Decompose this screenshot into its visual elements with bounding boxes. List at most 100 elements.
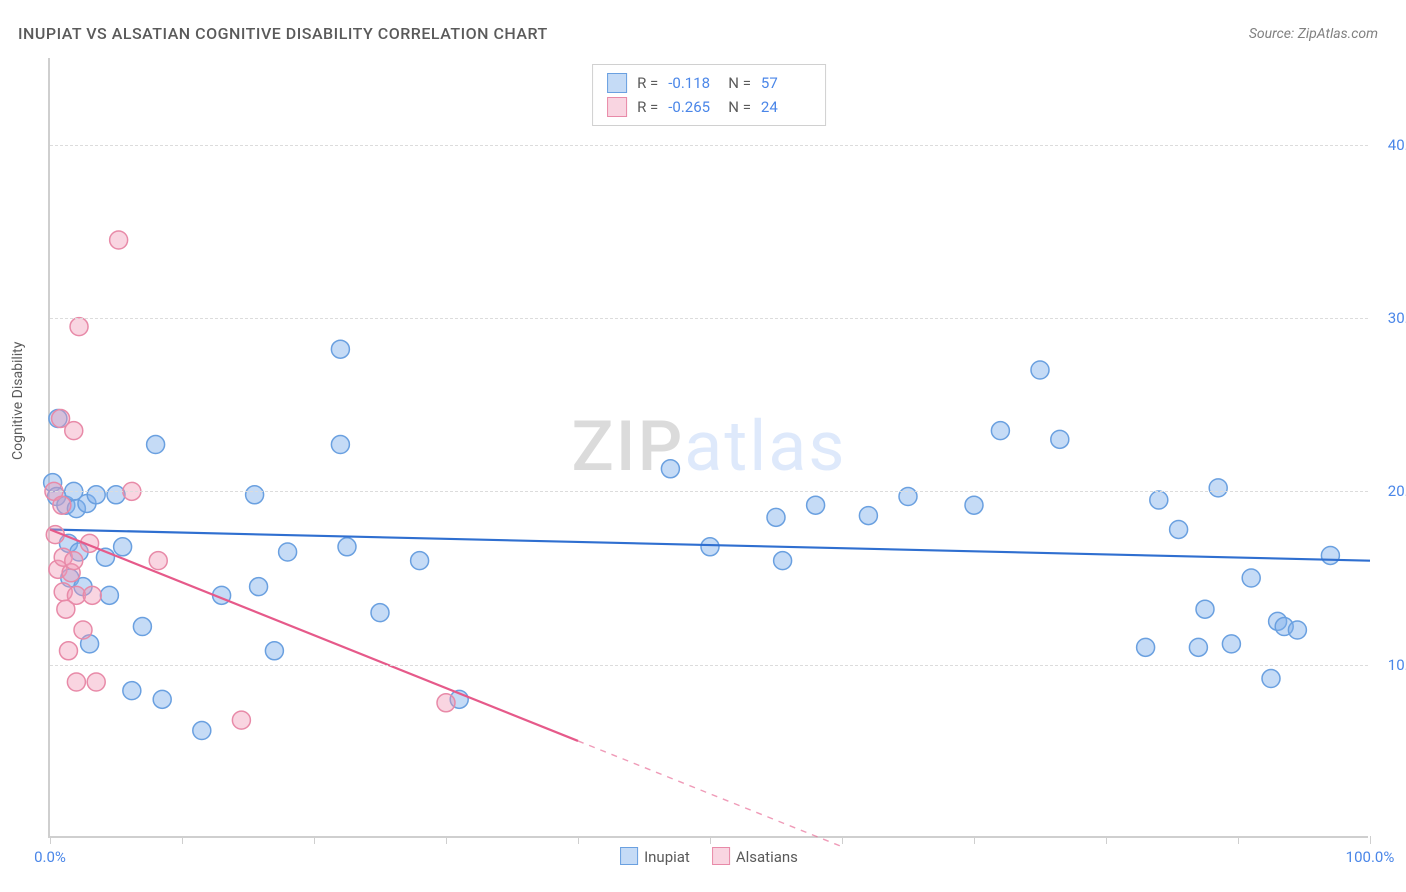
x-tick-label: 100.0% [1346, 848, 1395, 866]
data-point [661, 460, 679, 478]
data-point [67, 673, 85, 691]
gridline [50, 665, 1368, 666]
x-tick [710, 836, 711, 844]
data-point [193, 722, 211, 740]
data-point [1189, 638, 1207, 656]
x-tick [182, 836, 183, 844]
data-point [1288, 621, 1306, 639]
data-point [701, 538, 719, 556]
stat-r-label: R = [637, 74, 658, 92]
data-point [279, 543, 297, 561]
data-point [232, 711, 250, 729]
data-point [100, 586, 118, 604]
data-point [1137, 638, 1155, 656]
stat-row-alsatians: R = -0.265 N = 24 [607, 95, 811, 119]
data-point [250, 578, 268, 596]
data-point [107, 486, 125, 504]
data-point [123, 682, 141, 700]
data-point [74, 621, 92, 639]
x-tick [1370, 836, 1371, 844]
x-tick [50, 836, 51, 844]
chart-title: INUPIAT VS ALSATIAN COGNITIVE DISABILITY… [18, 24, 548, 43]
y-tick-label: 30.0% [1374, 309, 1406, 327]
data-point [774, 552, 792, 570]
data-point [1242, 569, 1260, 587]
data-point [338, 538, 356, 556]
y-tick-label: 40.0% [1374, 136, 1406, 154]
data-point [59, 642, 77, 660]
data-point [133, 618, 151, 636]
x-tick [842, 836, 843, 844]
legend-label: Inupiat [644, 848, 690, 866]
data-point [1321, 546, 1339, 564]
data-point [83, 586, 101, 604]
chart-svg [50, 58, 1368, 836]
stat-row-inupiat: R = -0.118 N = 57 [607, 71, 811, 95]
swatch-icon [620, 847, 638, 865]
data-point [153, 690, 171, 708]
data-point [149, 552, 167, 570]
gridline [50, 491, 1368, 492]
plot-area: ZIPatlas R = -0.118 N = 57 R = -0.265 N … [48, 58, 1368, 838]
x-tick [314, 836, 315, 844]
data-point [87, 486, 105, 504]
correlation-stats-box: R = -0.118 N = 57 R = -0.265 N = 24 [592, 64, 826, 126]
swatch-icon [607, 97, 627, 117]
y-tick-label: 20.0% [1374, 482, 1406, 500]
legend-item-alsatians: Alsatians [712, 847, 798, 866]
stat-r-value: -0.265 [668, 98, 718, 116]
gridline [50, 145, 1368, 146]
data-point [147, 436, 165, 454]
data-point [1170, 520, 1188, 538]
data-point [411, 552, 429, 570]
data-point [1150, 491, 1168, 509]
legend-item-inupiat: Inupiat [620, 847, 690, 866]
data-point [1209, 479, 1227, 497]
x-tick [974, 836, 975, 844]
trend-line [50, 529, 578, 740]
data-point [70, 318, 88, 336]
data-point [53, 496, 71, 514]
data-point [65, 422, 83, 440]
data-point [87, 673, 105, 691]
stat-n-value: 57 [761, 74, 811, 92]
data-point [965, 496, 983, 514]
data-point [371, 604, 389, 622]
source-attribution: Source: ZipAtlas.com [1249, 26, 1378, 42]
trend-line-extrapolated [578, 741, 842, 847]
stat-r-label: R = [637, 98, 658, 116]
stat-n-label: N = [728, 74, 751, 92]
x-tick-label: 0.0% [34, 848, 66, 866]
swatch-icon [607, 73, 627, 93]
data-point [1196, 600, 1214, 618]
x-tick [1238, 836, 1239, 844]
data-point [114, 538, 132, 556]
data-point [1262, 670, 1280, 688]
data-point [1051, 430, 1069, 448]
data-point [331, 436, 349, 454]
data-point [807, 496, 825, 514]
data-point [1222, 635, 1240, 653]
y-tick-label: 10.0% [1374, 656, 1406, 674]
stat-n-value: 24 [761, 98, 811, 116]
data-point [265, 642, 283, 660]
stat-n-label: N = [728, 98, 751, 116]
data-point [110, 231, 128, 249]
data-point [331, 340, 349, 358]
data-point [991, 422, 1009, 440]
data-point [246, 486, 264, 504]
gridline [50, 318, 1368, 319]
data-point [767, 508, 785, 526]
data-point [859, 507, 877, 525]
stat-r-value: -0.118 [668, 74, 718, 92]
data-point [65, 552, 83, 570]
data-point [899, 488, 917, 506]
x-tick [446, 836, 447, 844]
series-legend: Inupiat Alsatians [620, 847, 798, 866]
x-tick [578, 836, 579, 844]
data-point [437, 694, 455, 712]
swatch-icon [712, 847, 730, 865]
legend-label: Alsatians [736, 848, 798, 866]
x-tick [1106, 836, 1107, 844]
y-axis-label: Cognitive Disability [10, 342, 26, 460]
